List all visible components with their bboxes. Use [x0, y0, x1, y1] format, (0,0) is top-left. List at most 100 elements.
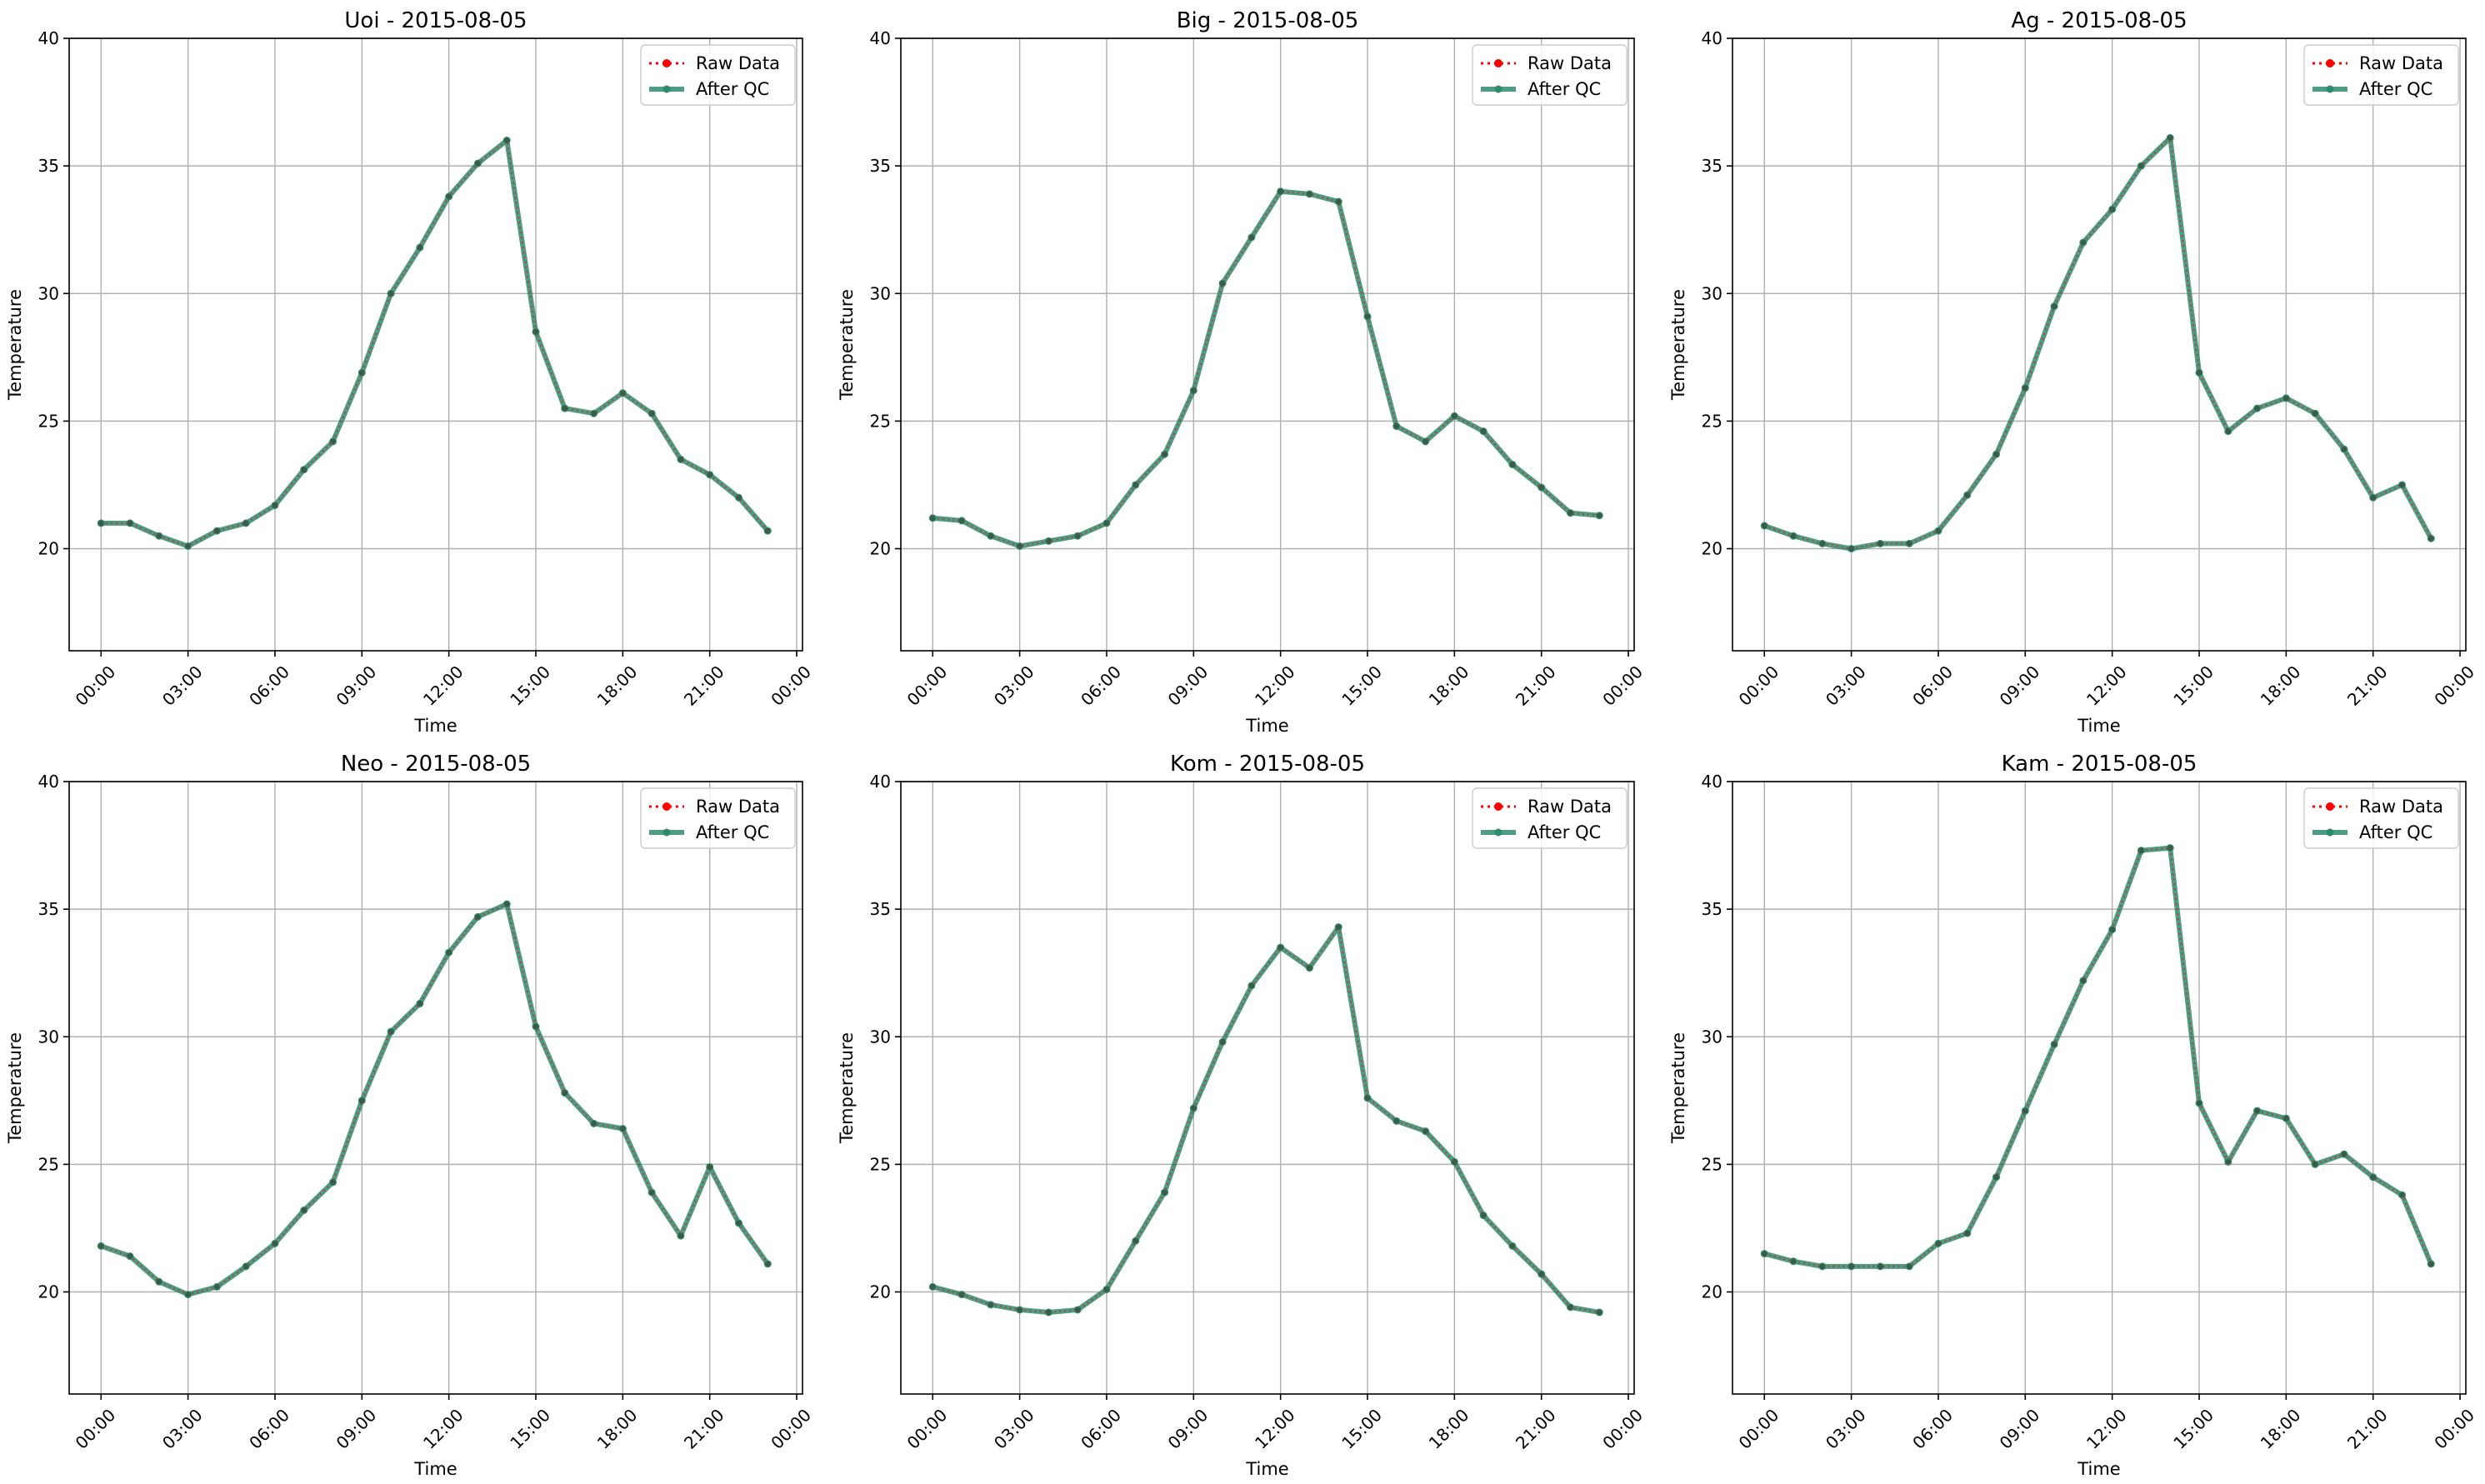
x-tick-label: 00:00: [1735, 1405, 1783, 1453]
x-tick-label: 12:00: [1251, 662, 1299, 710]
x-tick-label: 18:00: [593, 1405, 642, 1453]
chart-title: Neo - 2015-08-05: [341, 752, 531, 777]
raw-data-point: [1219, 280, 1226, 287]
y-tick-label: 25: [870, 411, 891, 431]
x-axis-label: Time: [1245, 1459, 1288, 1479]
y-tick-label: 35: [38, 899, 59, 919]
raw-data-point: [2109, 927, 2115, 932]
y-tick-label: 30: [38, 1027, 59, 1047]
x-tick-label: 18:00: [593, 662, 642, 710]
raw-data-point: [417, 244, 423, 251]
raw-data-point: [1878, 1263, 1883, 1270]
chart-panel: 20 25 30 35 40 00:00 03:00 06:00 09:00 12:00 15:00…: [5, 752, 815, 1479]
plot-frame: [68, 781, 803, 1395]
x-tick-label: 15:00: [1338, 662, 1386, 710]
raw-data-point: [2138, 162, 2144, 169]
raw-data-point: [1248, 982, 1255, 989]
x-tick-label: 15:00: [506, 1405, 554, 1453]
raw-data-point: [388, 1028, 394, 1035]
raw-data-point: [1538, 1271, 1544, 1277]
y-tick-label: 20: [38, 539, 59, 559]
x-axis-label: Time: [413, 716, 457, 736]
legend-marker-raw-data: [2326, 59, 2334, 67]
y-tick-label: 40: [1702, 28, 1722, 48]
raw-data-point: [2254, 1107, 2260, 1114]
legend-label: After QC: [2359, 822, 2432, 842]
legend: Raw Data After QC: [1472, 787, 1628, 849]
x-tick-label: 21:00: [1512, 1405, 1560, 1453]
raw-data-point: [1364, 313, 1371, 320]
raw-data-point: [446, 193, 452, 200]
raw-data-point: [1248, 234, 1255, 241]
x-axis-label: Time: [1245, 716, 1288, 736]
x-tick-label: 06:00: [1908, 1405, 1957, 1453]
x-tick-label: 00:00: [767, 1405, 815, 1453]
x-tick-label: 12:00: [1251, 1405, 1299, 1453]
raw-data-point: [591, 1121, 597, 1127]
raw-data-point: [1790, 532, 1797, 539]
raw-data-point: [620, 390, 626, 396]
chart-panel: 20 25 30 35 40 00:00 03:00 06:00 09:00 12:00 15:00…: [837, 8, 1647, 736]
raw-data-point: [330, 438, 336, 445]
raw-data-point: [272, 1241, 278, 1247]
raw-data-point: [2168, 135, 2173, 141]
x-tick-label: 00:00: [1735, 662, 1783, 710]
raw-data-point: [214, 1284, 220, 1290]
raw-data-point: [1191, 1105, 1197, 1112]
raw-data-point: [1074, 532, 1081, 539]
raw-data-point: [591, 410, 597, 417]
raw-data-point: [765, 1261, 771, 1267]
raw-data-point: [127, 520, 133, 527]
chart-title: Ag - 2015-08-05: [2011, 8, 2187, 33]
x-tick-label: 12:00: [2082, 1405, 2131, 1453]
raw-data-point: [2168, 845, 2173, 851]
y-tick-label: 40: [870, 772, 891, 792]
raw-data-point: [185, 1292, 191, 1297]
legend-marker-after-qc: [1494, 85, 1502, 93]
series-line-raw-data: [932, 190, 1600, 547]
raw-data-point: [1017, 543, 1022, 549]
legend-label: Raw Data: [2359, 797, 2443, 817]
raw-data-point: [1046, 1309, 1052, 1316]
y-tick-label: 40: [870, 28, 891, 48]
legend: Raw Data After QC: [1472, 44, 1628, 106]
raw-data-point: [958, 1292, 965, 1297]
raw-data-point: [2399, 1192, 2405, 1198]
legend-marker-after-qc: [662, 828, 671, 837]
raw-data-point: [930, 1284, 936, 1290]
legend-marker-raw-data: [1494, 802, 1502, 811]
raw-data-point: [2428, 1261, 2434, 1267]
x-tick-label: 12:00: [419, 1405, 468, 1453]
y-tick-label: 25: [38, 1154, 59, 1174]
raw-data-point: [301, 467, 307, 472]
raw-data-point: [127, 1253, 133, 1259]
x-tick-label: 03:00: [1822, 662, 1870, 710]
y-tick-label: 35: [1702, 156, 1722, 176]
raw-data-point: [1935, 527, 1942, 534]
raw-data-point: [446, 949, 452, 956]
raw-data-point: [1162, 451, 1168, 457]
x-tick-label: 21:00: [2343, 662, 2392, 710]
raw-data-point: [532, 1023, 539, 1030]
raw-data-point: [242, 520, 249, 527]
raw-data-point: [1191, 387, 1197, 393]
raw-data-point: [2399, 482, 2405, 488]
x-tick-label: 00:00: [72, 662, 120, 710]
x-tick-label: 15:00: [2169, 662, 2218, 710]
raw-data-point: [1336, 924, 1342, 930]
y-axis-label: Temperature: [1668, 289, 1688, 401]
raw-data-point: [504, 901, 510, 907]
raw-data-point: [2022, 1107, 2028, 1114]
raw-data-point: [185, 543, 191, 549]
raw-data-point: [1848, 546, 1854, 552]
raw-data-point: [475, 160, 481, 167]
raw-data-point: [2283, 395, 2289, 402]
raw-data-point: [1819, 541, 1826, 547]
legend-marker-raw-data: [1494, 59, 1502, 67]
plot-frame: [1732, 37, 2467, 652]
raw-data-point: [1964, 492, 1970, 498]
x-tick-label: 00:00: [1598, 1405, 1647, 1453]
legend-marker-after-qc: [2326, 828, 2334, 837]
y-axis-label: Temperature: [5, 289, 25, 401]
raw-data-point: [1480, 1212, 1487, 1218]
